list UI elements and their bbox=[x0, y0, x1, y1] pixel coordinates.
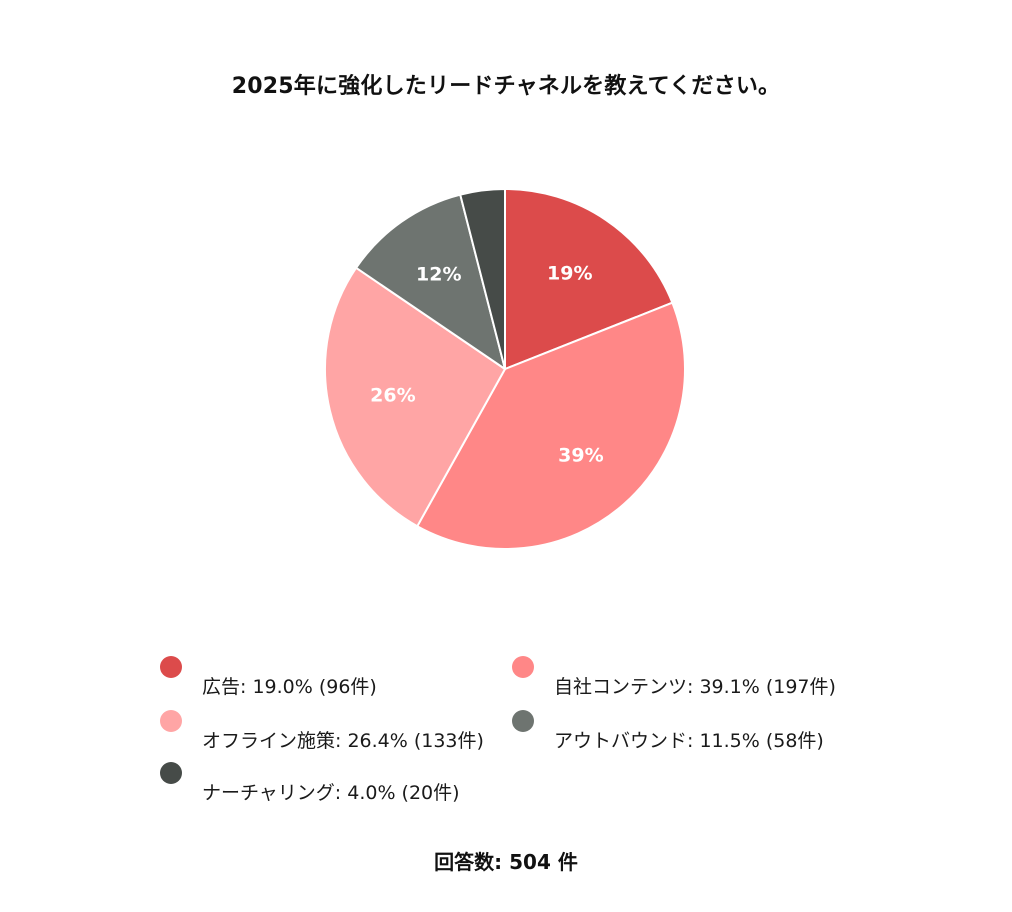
slice-label-ads: 19% bbox=[547, 263, 592, 285]
legend-item-nurturing[interactable]: ナーチャリング: 4.0% (20件) bbox=[160, 762, 460, 805]
pie-slice-outbound[interactable] bbox=[355, 193, 506, 370]
legend-label-outbound: アウトバウンド: 11.5% (58件) bbox=[554, 730, 824, 752]
chart-title: 2025年に強化したリードチャネルを教えてください。 bbox=[231, 74, 781, 99]
legend-swatch-outbound bbox=[512, 710, 534, 732]
legend-label-owned-content: 自社コンテンツ: 39.1% (197件) bbox=[554, 676, 836, 698]
pie-slice-owned-content[interactable] bbox=[416, 301, 686, 550]
legend-swatch-ads bbox=[160, 656, 182, 678]
legend-label-nurturing: ナーチャリング: 4.0% (20件) bbox=[202, 782, 460, 804]
slice-label-offline: 26% bbox=[370, 385, 415, 407]
pie-slice-offline[interactable] bbox=[324, 266, 506, 528]
legend-label-ads: 広告: 19.0% (96件) bbox=[202, 676, 377, 698]
legend-item-offline[interactable]: オフライン施策: 26.4% (133件) bbox=[160, 710, 484, 753]
slice-label-owned-content: 39% bbox=[558, 445, 603, 467]
legend-swatch-offline bbox=[160, 710, 182, 732]
pie-slice-ads[interactable] bbox=[504, 188, 674, 370]
legend-item-outbound[interactable]: アウトバウンド: 11.5% (58件) bbox=[512, 710, 824, 753]
pie-chart: 19% 39% 26% 12% bbox=[324, 188, 686, 550]
legend-swatch-owned-content bbox=[512, 656, 534, 678]
legend-item-ads[interactable]: 広告: 19.0% (96件) bbox=[160, 656, 377, 699]
legend-label-offline: オフライン施策: 26.4% (133件) bbox=[202, 730, 484, 752]
slice-label-outbound: 12% bbox=[416, 264, 461, 286]
legend-item-owned-content[interactable]: 自社コンテンツ: 39.1% (197件) bbox=[512, 656, 836, 699]
legend-swatch-nurturing bbox=[160, 762, 182, 784]
response-count: 回答数: 504 件 bbox=[434, 850, 578, 874]
pie-slice-nurturing[interactable] bbox=[459, 188, 506, 370]
